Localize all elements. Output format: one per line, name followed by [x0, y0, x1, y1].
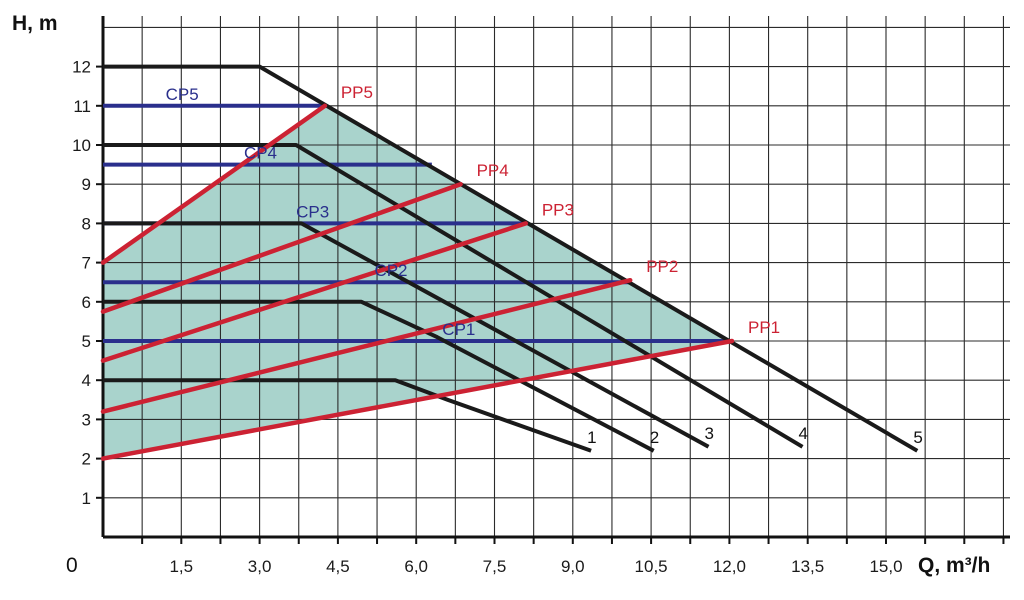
pump-curve-label-2: 2	[650, 428, 659, 447]
pp-label-pp1: PP1	[748, 318, 780, 337]
x-tick-label: 7,5	[483, 557, 507, 576]
x-tick-label: 4,5	[326, 557, 350, 576]
y-tick-label: 10	[72, 136, 91, 155]
pp-line-pp4	[100, 181, 463, 314]
y-tick-label: 3	[82, 410, 91, 429]
x-tick-label: 13,5	[791, 557, 824, 576]
proportional-pressure-lines	[100, 103, 735, 461]
cp-label-cp4: CP4	[244, 144, 277, 163]
pump-curve-2	[103, 299, 655, 453]
pp-line-pp3	[100, 221, 529, 363]
y-tick-label: 7	[82, 254, 91, 273]
y-tick-label: 1	[82, 489, 91, 508]
pp-label-pp5: PP5	[341, 83, 373, 102]
x-tick-label: 9,0	[561, 557, 585, 576]
constant-pressure-lines	[103, 103, 733, 343]
x-tick-label: 15,0	[869, 557, 902, 576]
pp-label-pp4: PP4	[477, 161, 509, 180]
cp-label-cp1: CP1	[442, 320, 475, 339]
y-tick-label: 8	[82, 214, 91, 233]
x-tick-label: 6,0	[404, 557, 428, 576]
pump-curve-1	[103, 378, 592, 453]
pump-curve-label-1: 1	[587, 428, 596, 447]
cp-label-cp5: CP5	[166, 85, 199, 104]
cp-label-cp3: CP3	[296, 202, 329, 221]
pump-curve-4	[103, 143, 804, 449]
pp-label-pp3: PP3	[542, 200, 574, 219]
pump-curve-label-3: 3	[705, 424, 714, 443]
origin-label: 0	[66, 554, 78, 577]
grid	[103, 16, 1010, 537]
y-tick-label: 9	[82, 175, 91, 194]
y-tick-label: 11	[73, 97, 91, 116]
y-tick-label: 5	[82, 332, 91, 351]
y-tick-label: 4	[82, 371, 91, 390]
pump-curve-5	[103, 64, 919, 453]
cp-label-cp2: CP2	[374, 261, 407, 280]
x-tick-label: 12,0	[713, 557, 746, 576]
y-axis-label: H, m	[12, 12, 58, 35]
pp-label-pp2: PP2	[646, 257, 678, 276]
pp-line-pp2	[100, 277, 633, 414]
x-axis-label: Q, m³/h	[918, 554, 990, 577]
y-tick-label: 6	[82, 293, 91, 312]
pump-curve-label-4: 4	[798, 424, 807, 443]
pp-line-pp1	[100, 338, 735, 461]
x-tick-label: 1,5	[169, 557, 193, 576]
x-tick-label: 3,0	[248, 557, 272, 576]
pump-curve-label-5: 5	[913, 428, 922, 447]
labels: CP1 CP2 CP3 CP4 CP5 1 2 3 4 5 PP1 PP2 PP3 PP4 PP5	[166, 83, 923, 447]
pp-line-pp5	[100, 103, 328, 265]
x-tick-label: 10,5	[635, 557, 668, 576]
y-tick-label: 12	[72, 58, 91, 77]
y-tick-label: 2	[82, 450, 91, 469]
